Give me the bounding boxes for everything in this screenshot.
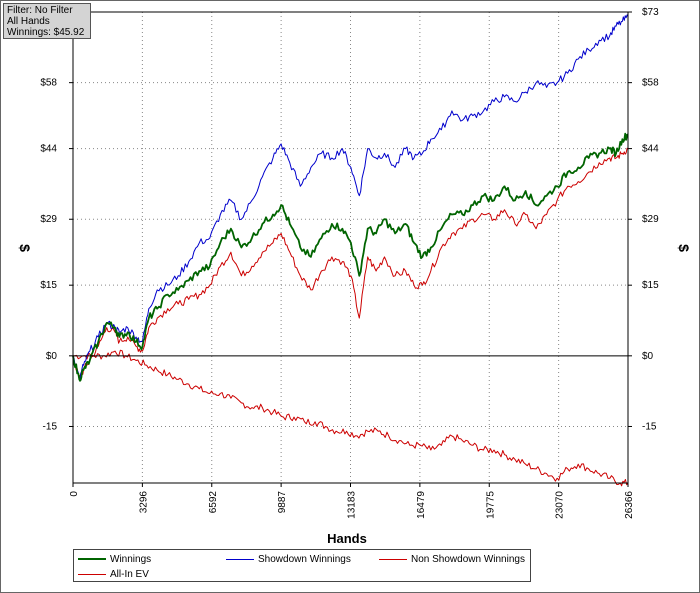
legend-label-winnings: Winnings	[110, 553, 152, 565]
y-axis-label-right: $	[676, 244, 692, 252]
y-tick-label-left: $0	[46, 351, 58, 362]
legend-swatch-winnings	[78, 558, 106, 560]
x-tick-label: 9887	[277, 491, 288, 514]
y-tick-label-left: $15	[40, 280, 57, 291]
x-tick-label: 3296	[138, 491, 149, 514]
winnings-text: Winnings: $45.92	[7, 27, 85, 38]
series-line-all-in-ev	[72, 349, 629, 487]
legend: Winnings Showdown Winnings Non Showdown …	[73, 549, 531, 582]
plot-frame	[72, 11, 629, 484]
legend-swatch-allin-ev	[78, 573, 106, 575]
y-axis-label-left: $	[17, 244, 33, 252]
x-axis-label: Hands	[327, 531, 367, 546]
series-line-non-showdown-winnings	[72, 147, 629, 380]
x-tick-label: 0	[69, 491, 80, 497]
y-tick-label-left: -15	[43, 421, 58, 432]
y-tick-label-right: $44	[642, 144, 659, 155]
series-line-winnings	[72, 132, 629, 382]
legend-item-allin-ev: All-In EV	[78, 568, 149, 580]
y-tick-label-right: $29	[642, 214, 659, 225]
y-tick-label-left: $29	[40, 214, 57, 225]
x-tick-label: 13183	[347, 491, 358, 519]
legend-swatch-non-showdown	[379, 558, 407, 560]
x-tick-label: 19775	[485, 491, 496, 519]
filter-text: Filter: No Filter	[7, 5, 73, 16]
legend-swatch-showdown	[226, 558, 254, 560]
legend-item-showdown: Showdown Winnings	[226, 553, 351, 565]
filter-info-box: Filter: No Filter All Hands Winnings: $4…	[3, 3, 91, 39]
legend-item-non-showdown: Non Showdown Winnings	[379, 553, 525, 565]
y-tick-label-right: $15	[642, 280, 659, 291]
x-tick-label: 26366	[624, 491, 635, 519]
legend-item-winnings: Winnings	[78, 553, 151, 565]
legend-label-allin-ev: All-In EV	[110, 568, 149, 580]
y-tick-label-right: -15	[642, 421, 657, 432]
y-tick-label-right: $0	[642, 351, 654, 362]
x-tick-label: 16479	[416, 491, 427, 519]
y-tick-label-right: $58	[642, 78, 659, 89]
y-tick-label-right: $73	[642, 7, 659, 18]
y-tick-label-left: $44	[40, 144, 57, 155]
y-tick-label-left: $58	[40, 78, 57, 89]
series-lines	[72, 14, 629, 487]
x-tick-label: 6592	[208, 491, 219, 514]
hands-text: All Hands	[7, 16, 50, 27]
axes	[69, 11, 632, 487]
legend-label-non-showdown: Non Showdown Winnings	[411, 553, 525, 565]
tick-labels: 0 3296 6592 9887 13183 16479 19775 23070 26366 -1…	[40, 7, 659, 519]
x-tick-label: 23070	[555, 491, 566, 519]
legend-label-showdown: Showdown Winnings	[258, 553, 351, 565]
